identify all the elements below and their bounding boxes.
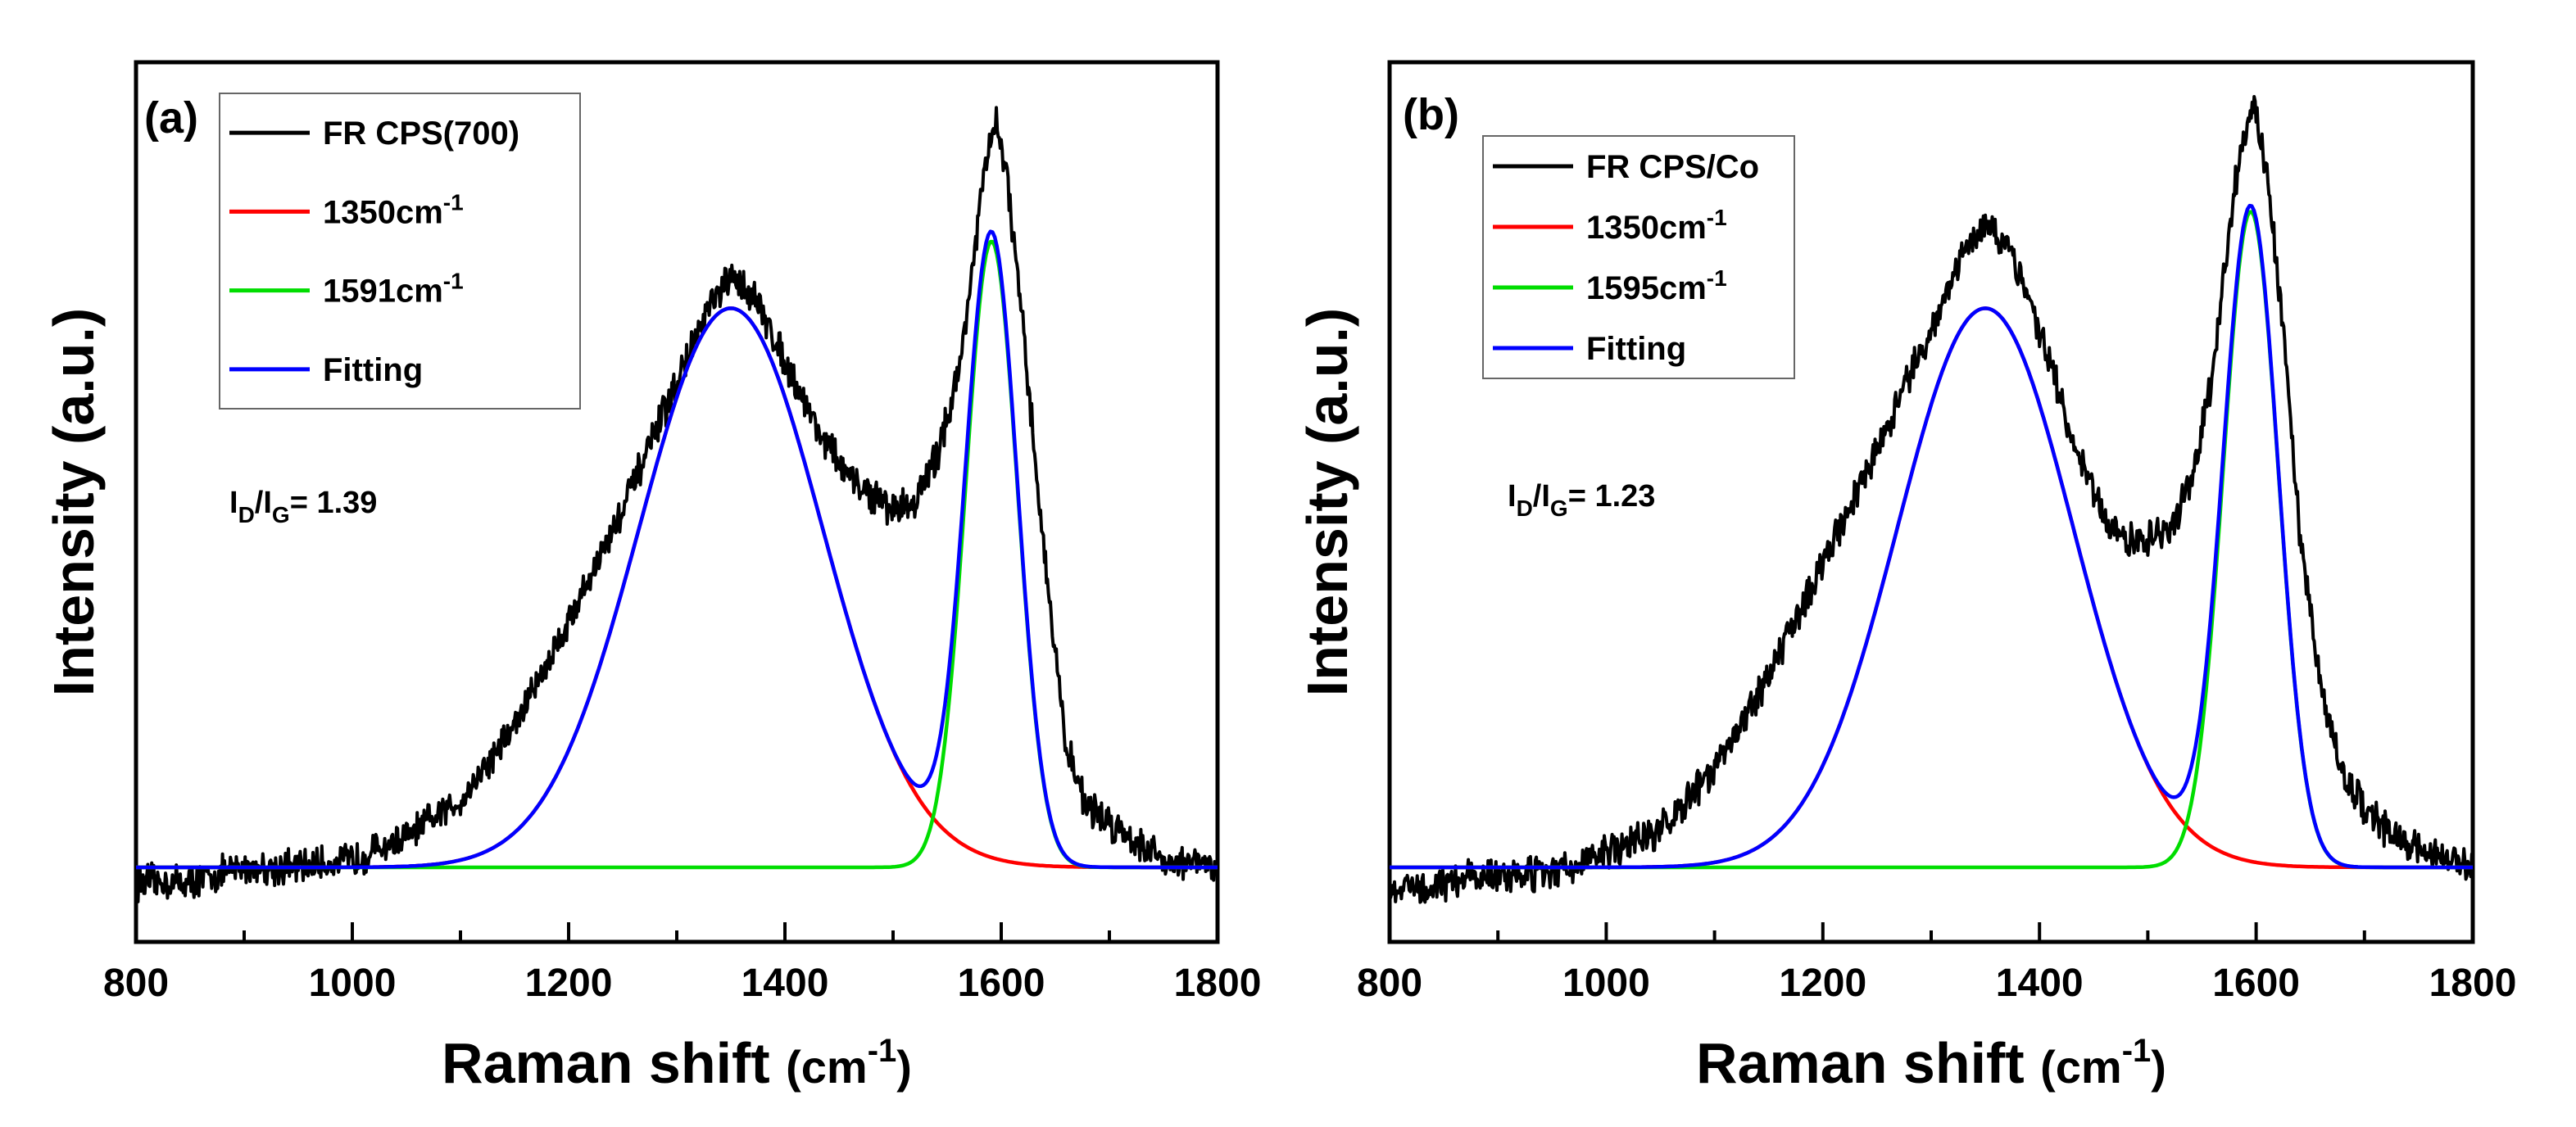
y-axis-title-b: Intensity (a.u.) <box>1295 308 1359 696</box>
ratio-mid-a: /I <box>255 486 272 520</box>
ratio-suffix-a: = 1.39 <box>290 486 378 520</box>
x-tick-label: 1400 <box>742 962 829 1005</box>
ratio-prefix-a: I <box>229 486 238 520</box>
x-tick-label: 1000 <box>1562 962 1650 1005</box>
ratio-mid-b: /I <box>1533 479 1550 514</box>
x-ticks-b <box>1388 922 2474 942</box>
x-tick-label: 1800 <box>1174 962 1262 1005</box>
series-group-b <box>1390 95 2473 904</box>
x-tick-label: 1400 <box>1996 962 2084 1005</box>
ratio-sub-d-b: D <box>1517 496 1533 521</box>
legend-b: FR CPS/Co 1350cm-1 1595cm-1 Fitting <box>1482 135 1795 379</box>
y-axis-title-a: Intensity (a.u.) <box>42 308 106 696</box>
legend-label: FR CPS/Co <box>1586 149 1759 185</box>
series-line-fitting <box>1390 203 2473 870</box>
x-title-unit-a: (cm <box>786 1041 868 1093</box>
legend-a: FR CPS(700) 1350cm-1 1591cm-1 Fitting <box>219 93 581 410</box>
x-title-main-b: Raman shift <box>1696 1031 2040 1095</box>
legend-label: Fitting <box>323 352 423 388</box>
x-tick-label: 800 <box>103 962 169 1005</box>
x-axis-title-b: Raman shift (cm-1) <box>1696 1031 2166 1095</box>
series-line-1350cm-1 <box>1390 306 2473 870</box>
series-line-fr-cps-co <box>1390 95 2473 904</box>
x-tick-label: 800 <box>1357 962 1422 1005</box>
ratio-sub-g-b: G <box>1550 496 1568 521</box>
legend-label: 1350cm-1 <box>323 189 464 230</box>
panel-label-b: (b) <box>1403 90 1459 139</box>
legend-label: Fitting <box>1586 331 1686 367</box>
legend-label: FR CPS(700) <box>323 115 519 152</box>
legend-label: 1595cm-1 <box>1586 265 1727 306</box>
x-title-main-a: Raman shift <box>442 1031 786 1095</box>
x-ticks-a <box>134 922 1219 942</box>
legend-label: 1591cm-1 <box>323 269 464 310</box>
ratio-sub-g-a: G <box>272 502 290 527</box>
x-title-close-b: ) <box>2151 1041 2166 1093</box>
panel-b: 800 1000 1200 1400 1600 1800 (b) FR CPS/Co 135… <box>1295 60 2516 1095</box>
x-axis-title-a: Raman shift (cm-1) <box>442 1031 912 1095</box>
x-tick-labels-a: 800 1000 1200 1400 1600 1800 <box>103 962 1261 1005</box>
panel-a: 800 1000 1200 1400 1600 1800 (a) FR CPS(700) 1… <box>42 60 1261 1095</box>
legend-box <box>1482 135 1795 379</box>
x-title-sup-b: -1 <box>2122 1033 2152 1069</box>
series-group-a <box>136 106 1218 903</box>
x-tick-labels-b: 800 1000 1200 1400 1600 1800 <box>1357 962 2516 1005</box>
x-title-unit-b: (cm <box>2040 1041 2122 1093</box>
panel-label-a: (a) <box>144 93 198 143</box>
series-line-fitting <box>136 229 1218 870</box>
x-tick-label: 1000 <box>309 962 397 1005</box>
x-tick-label: 1600 <box>958 962 1045 1005</box>
legend-box <box>219 93 581 410</box>
legend-label: 1350cm-1 <box>1586 205 1727 246</box>
ratio-prefix-b: I <box>1508 479 1517 514</box>
x-tick-label: 1800 <box>2429 962 2517 1005</box>
x-tick-label: 1200 <box>525 962 613 1005</box>
id-ig-ratio-a: ID/IG= 1.39 <box>229 486 377 527</box>
x-title-close-a: ) <box>896 1041 912 1093</box>
id-ig-ratio-b: ID/IG= 1.23 <box>1508 479 1655 521</box>
x-title-sup-a: -1 <box>868 1033 897 1069</box>
x-tick-label: 1200 <box>1779 962 1866 1005</box>
ratio-suffix-b: = 1.23 <box>1568 479 1656 514</box>
ratio-sub-d-a: D <box>238 502 255 527</box>
x-tick-label: 1600 <box>2212 962 2300 1005</box>
